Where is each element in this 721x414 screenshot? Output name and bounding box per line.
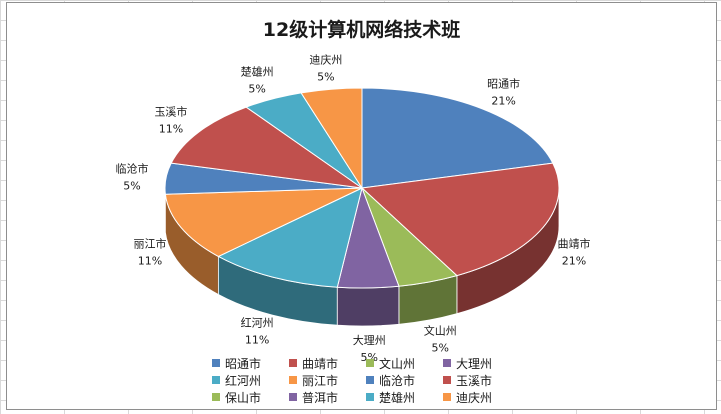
pie-slice-1[interactable] [361,87,554,189]
legend-item-5: 红河州 [212,372,289,388]
legend-label-9: 保山市 [225,390,262,405]
chart-title: 12级计算机网络技术班 [262,19,461,41]
legend-swatch-5 [212,376,220,384]
legend-label-8: 玉溪市 [456,373,493,388]
data-label-value-12: 5% [317,71,334,84]
legend-swatch-12 [443,393,451,401]
legend-swatch-6 [289,376,297,384]
data-label-value-7: 5% [123,180,140,193]
legend-item-1: 昭通市 [212,355,289,371]
legend-item-4: 大理州 [443,355,520,371]
data-label-name-8: 玉溪市 [154,104,187,118]
legend-label-11: 楚雄州 [379,390,416,405]
legend-item-2: 曲靖市 [289,355,366,371]
legend-item-7: 临沧市 [366,372,443,388]
pie-slice-2[interactable] [360,162,560,277]
legend-label-4: 大理州 [456,356,493,371]
legend-swatch-4 [443,359,451,367]
legend-swatch-11 [366,393,374,401]
data-label-name-3: 文山州 [424,324,457,338]
data-label-value-11: 5% [248,82,265,95]
legend-label-3: 文山州 [379,356,416,371]
legend-item-3: 文山州 [366,355,443,371]
legend-label-7: 临沧市 [379,373,416,388]
legend-label-5: 红河州 [225,373,262,388]
data-label-value-5: 11% [245,334,269,347]
data-label-name-2: 曲靖市 [558,237,591,251]
legend-label-1: 昭通市 [225,356,262,371]
legend-swatch-2 [289,359,297,367]
legend-swatch-8 [443,376,451,384]
data-label-name-5: 红河州 [241,317,274,330]
chart-legend: 昭通市 曲靖市 文山州 大理州红河州 丽江市 临沧市 玉溪市保山市 普洱市 楚雄州 迪庆州 [212,355,522,405]
data-label-name-12: 迪庆州 [309,53,342,67]
data-label-name-7: 临沧市 [116,162,149,176]
legend-item-12: 迪庆州 [443,389,520,405]
pie-slice-8[interactable] [170,106,363,189]
legend-item-10: 普洱市 [289,389,366,405]
data-label-value-8: 11% [159,122,183,135]
legend-label-10: 普洱市 [302,390,339,405]
data-label-value-2: 21% [562,255,586,268]
data-label-name-6: 丽江市 [133,237,166,251]
legend-swatch-3 [366,359,374,367]
legend-swatch-7 [366,376,374,384]
data-label-name-1: 昭通市 [487,77,520,91]
data-label-name-4: 大理州 [353,333,386,347]
data-label-value-1: 21% [491,95,515,108]
legend-item-6: 丽江市 [289,372,366,388]
pie-slice-5[interactable] [217,187,363,288]
pie-slice-12[interactable] [300,87,363,190]
data-label-value-3: 5% [432,342,449,355]
legend-label-6: 丽江市 [302,373,339,388]
data-label-value-6: 11% [138,255,162,268]
legend-item-8: 玉溪市 [443,372,520,388]
pie-slice-6[interactable] [164,187,363,258]
legend-swatch-9 [212,393,220,401]
data-label-name-11: 楚雄州 [241,64,274,78]
legend-label-12: 迪庆州 [456,390,493,405]
legend-swatch-10 [289,393,297,401]
legend-label-2: 曲靖市 [302,356,339,371]
legend-swatch-1 [212,359,220,367]
pie-side-4 [336,285,400,327]
legend-item-11: 楚雄州 [366,389,443,405]
legend-item-9: 保山市 [212,389,289,405]
